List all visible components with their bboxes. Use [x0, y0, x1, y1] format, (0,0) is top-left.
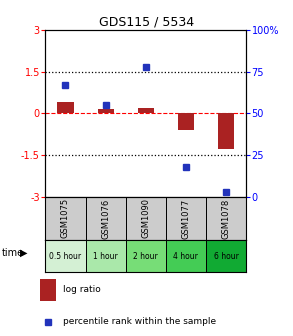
- Bar: [86, 197, 126, 240]
- Bar: [45, 240, 86, 272]
- Bar: [86, 240, 126, 272]
- Bar: [206, 240, 246, 272]
- Bar: [166, 240, 206, 272]
- Text: GSM1077: GSM1077: [181, 198, 190, 239]
- Text: 1 hour: 1 hour: [93, 252, 118, 261]
- Text: GSM1090: GSM1090: [141, 198, 150, 239]
- Text: GSM1078: GSM1078: [222, 198, 231, 239]
- Bar: [40, 279, 56, 301]
- Text: 0.5 hour: 0.5 hour: [50, 252, 81, 261]
- Bar: [206, 197, 246, 240]
- Text: GSM1075: GSM1075: [61, 198, 70, 239]
- Bar: [98, 109, 114, 114]
- Text: GDS115 / 5534: GDS115 / 5534: [99, 15, 194, 28]
- Bar: [45, 197, 86, 240]
- Text: ▶: ▶: [20, 248, 28, 258]
- Bar: [218, 114, 234, 150]
- Text: 4 hour: 4 hour: [173, 252, 198, 261]
- Bar: [138, 108, 154, 114]
- Text: percentile rank within the sample: percentile rank within the sample: [63, 318, 216, 327]
- Bar: [126, 197, 166, 240]
- Bar: [126, 240, 166, 272]
- Bar: [166, 197, 206, 240]
- Text: 6 hour: 6 hour: [214, 252, 239, 261]
- Text: 2 hour: 2 hour: [133, 252, 158, 261]
- Text: log ratio: log ratio: [63, 285, 101, 294]
- Text: GSM1076: GSM1076: [101, 198, 110, 239]
- Bar: [178, 114, 194, 130]
- Bar: [57, 102, 74, 114]
- Text: time: time: [1, 248, 24, 258]
